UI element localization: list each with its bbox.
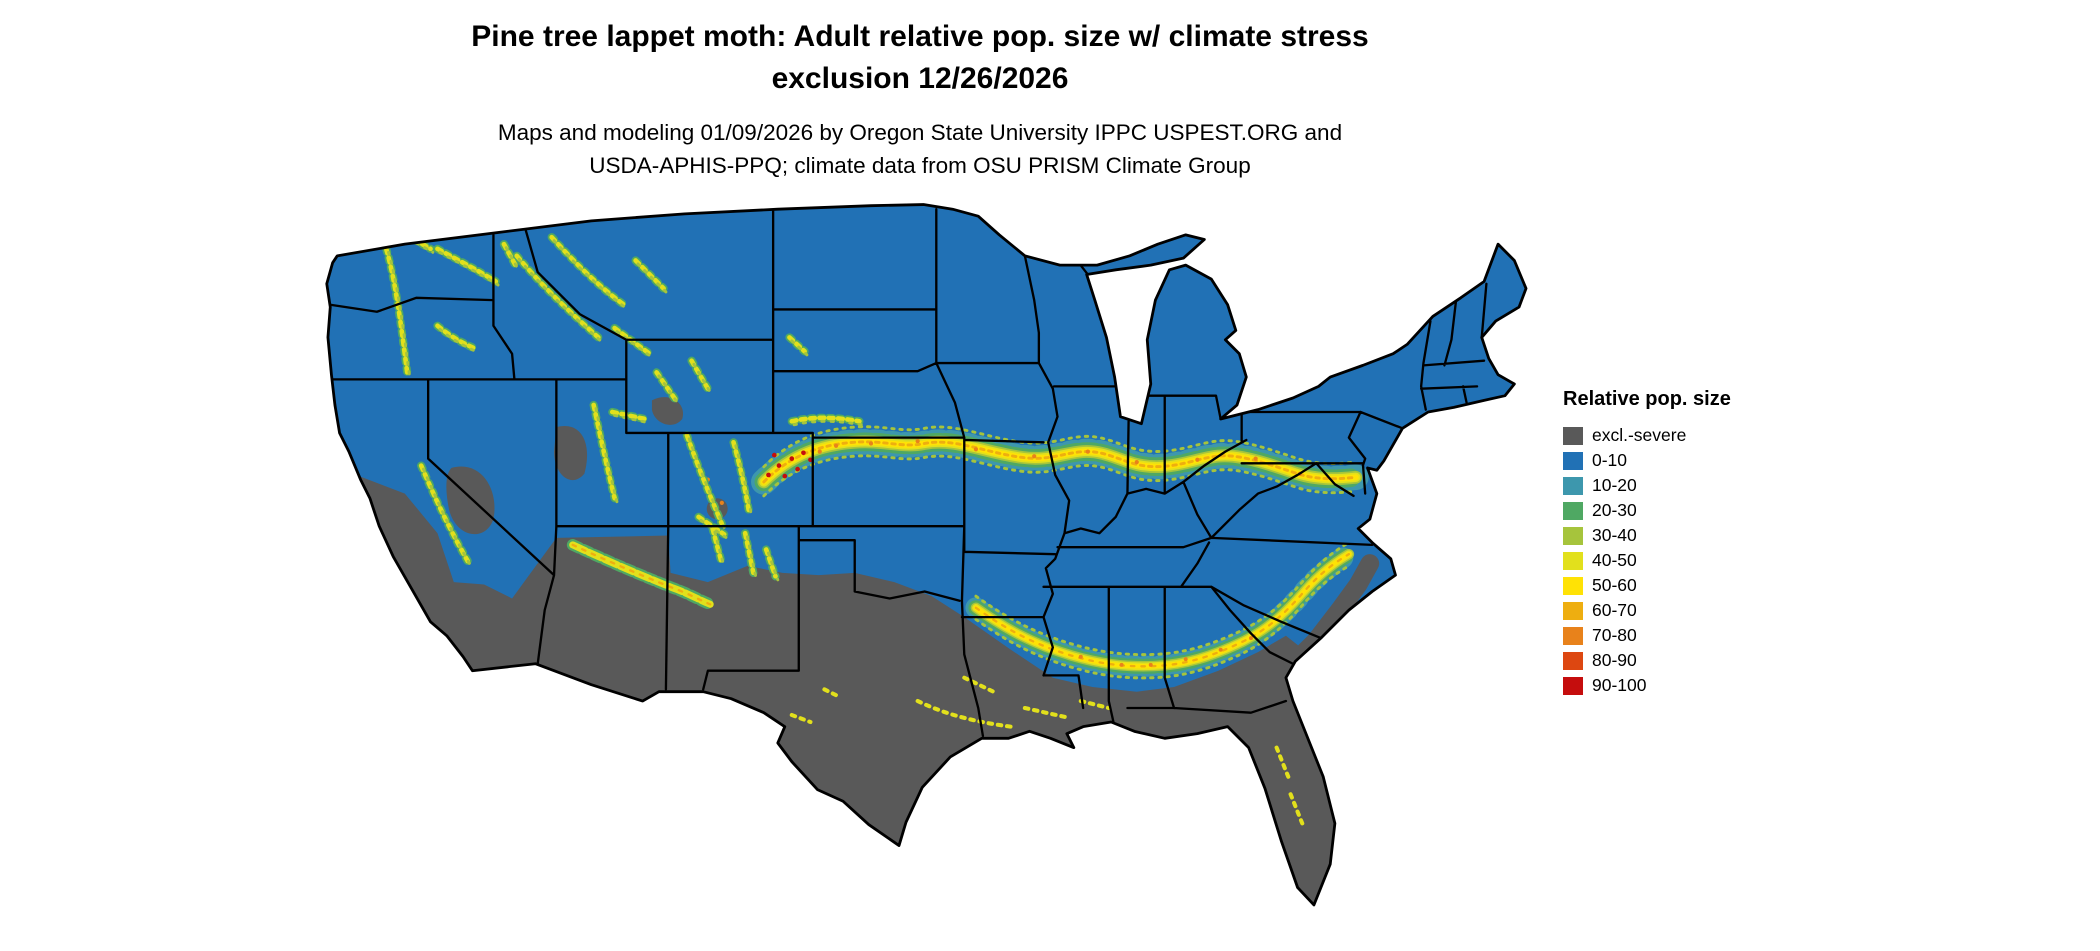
legend-item: 70-80 bbox=[1563, 623, 1731, 648]
legend-swatch bbox=[1563, 651, 1583, 670]
legend-item: 40-50 bbox=[1563, 548, 1731, 573]
legend-item-label: 90-100 bbox=[1592, 675, 1647, 695]
legend-swatch bbox=[1563, 426, 1583, 445]
legend-item-label: 40-50 bbox=[1592, 550, 1637, 570]
map-subtitle-line1: Maps and modeling 01/09/2026 by Oregon S… bbox=[497, 120, 1343, 145]
legend-item: 50-60 bbox=[1563, 573, 1731, 598]
legend-item-label: excl.-severe bbox=[1592, 425, 1687, 445]
legend-swatch bbox=[1563, 626, 1583, 645]
legend-swatch bbox=[1563, 501, 1583, 520]
map-container bbox=[265, 188, 1547, 946]
us-map bbox=[325, 203, 1528, 907]
legend-item-label: 30-40 bbox=[1592, 525, 1637, 545]
excluded-region-nevada bbox=[446, 466, 495, 535]
legend-swatch bbox=[1563, 451, 1583, 470]
excluded-region-utah-desert bbox=[554, 425, 588, 481]
legend-swatch bbox=[1563, 676, 1583, 695]
excluded-region-wyoming-basin bbox=[651, 397, 684, 425]
legend-swatch bbox=[1563, 601, 1583, 620]
legend-item: 30-40 bbox=[1563, 523, 1731, 548]
map-subtitle: Maps and modeling 01/09/2026 by Oregon S… bbox=[0, 116, 1840, 182]
map-title-line1: Pine tree lappet moth: Adult relative po… bbox=[471, 20, 1369, 53]
legend-items: excl.-severe 0-10 10-20 20-30 30-40 40-50 50-6… bbox=[1563, 423, 1731, 698]
header: Pine tree lappet moth: Adult relative po… bbox=[0, 16, 1840, 182]
legend: Relative pop. size excl.-severe 0-10 10-20… bbox=[1563, 388, 1731, 698]
legend-item: 20-30 bbox=[1563, 498, 1731, 523]
legend-swatch bbox=[1563, 476, 1583, 495]
legend-swatch bbox=[1563, 551, 1583, 570]
legend-item: excl.-severe bbox=[1563, 423, 1731, 448]
population-band-southeast-specks bbox=[1078, 636, 1253, 667]
legend-item-label: 20-30 bbox=[1592, 500, 1637, 520]
legend-item-label: 70-80 bbox=[1592, 625, 1637, 645]
map-subtitle-line2: USDA-APHIS-PPQ; climate data from OSU PR… bbox=[589, 153, 1251, 178]
legend-swatch bbox=[1563, 576, 1583, 595]
legend-item-label: 50-60 bbox=[1592, 575, 1637, 595]
legend-item: 0-10 bbox=[1563, 448, 1731, 473]
legend-swatch bbox=[1563, 526, 1583, 545]
legend-item-label: 80-90 bbox=[1592, 650, 1637, 670]
legend-item-label: 10-20 bbox=[1592, 475, 1637, 495]
legend-item: 60-70 bbox=[1563, 598, 1731, 623]
legend-item-label: 60-70 bbox=[1592, 600, 1637, 620]
legend-item-label: 0-10 bbox=[1592, 450, 1628, 470]
legend-item: 80-90 bbox=[1563, 648, 1731, 673]
map-title-line2: exclusion 12/26/2026 bbox=[771, 62, 1069, 95]
page: { "title": { "line1": "Pine tree lappet … bbox=[0, 16, 1840, 907]
legend-title: Relative pop. size bbox=[1563, 388, 1731, 410]
legend-item: 90-100 bbox=[1563, 673, 1731, 698]
population-band-central-hotspots bbox=[766, 450, 813, 479]
legend-item: 10-20 bbox=[1563, 473, 1731, 498]
